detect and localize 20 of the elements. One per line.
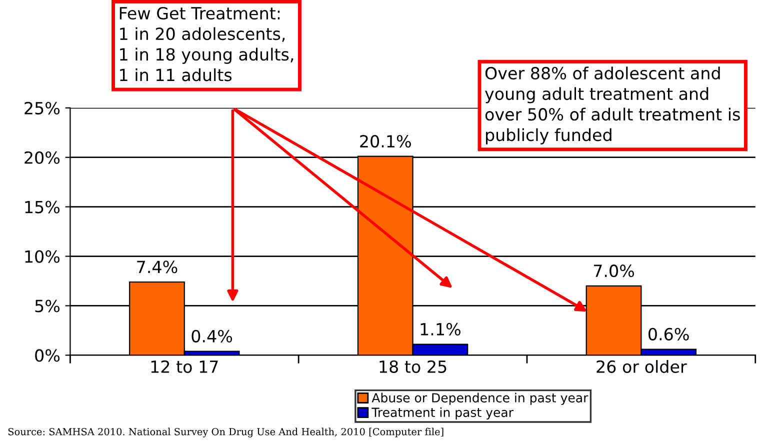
- data-label: 0.4%: [192, 330, 232, 342]
- annotation: Over 88% of adolescent and young adult treatment and over 50% of adult treatment is publicly funded: [485, 66, 740, 144]
- text: Few Get Treatment: 1 in 20 adolescents, 1 in 18 young adults, 1 in 11 adults: [120, 6, 294, 82]
- y-tick-label: 25%: [24, 102, 60, 114]
- y-tick-label: 0%: [35, 349, 60, 362]
- data-label: 0.6%: [648, 328, 689, 340]
- data-label: 7.4%: [137, 260, 178, 274]
- data-label: 1.1%: [420, 322, 460, 336]
- x-tick-label: 12 to 17: [151, 360, 218, 373]
- data-label: 7.0%: [594, 264, 634, 278]
- y-tick-label: 15%: [25, 200, 60, 214]
- legend-label: Abuse or Dependence in past year: [372, 392, 588, 405]
- y-tick-label: 20%: [24, 151, 60, 164]
- source-note: Source: SAMHSA 2010. National Survey On Drug Use And Health, 2010 [Computer file]: [8, 428, 444, 438]
- y-tick-label: 5%: [35, 300, 60, 312]
- data-label: 20.1%: [360, 134, 411, 148]
- x-tick-label: 18 to 25: [380, 360, 446, 373]
- x-tick-label: 26 or older: [596, 360, 687, 373]
- y-tick-label: 10%: [25, 250, 60, 263]
- legend-label: Treatment in past year: [372, 407, 514, 420]
